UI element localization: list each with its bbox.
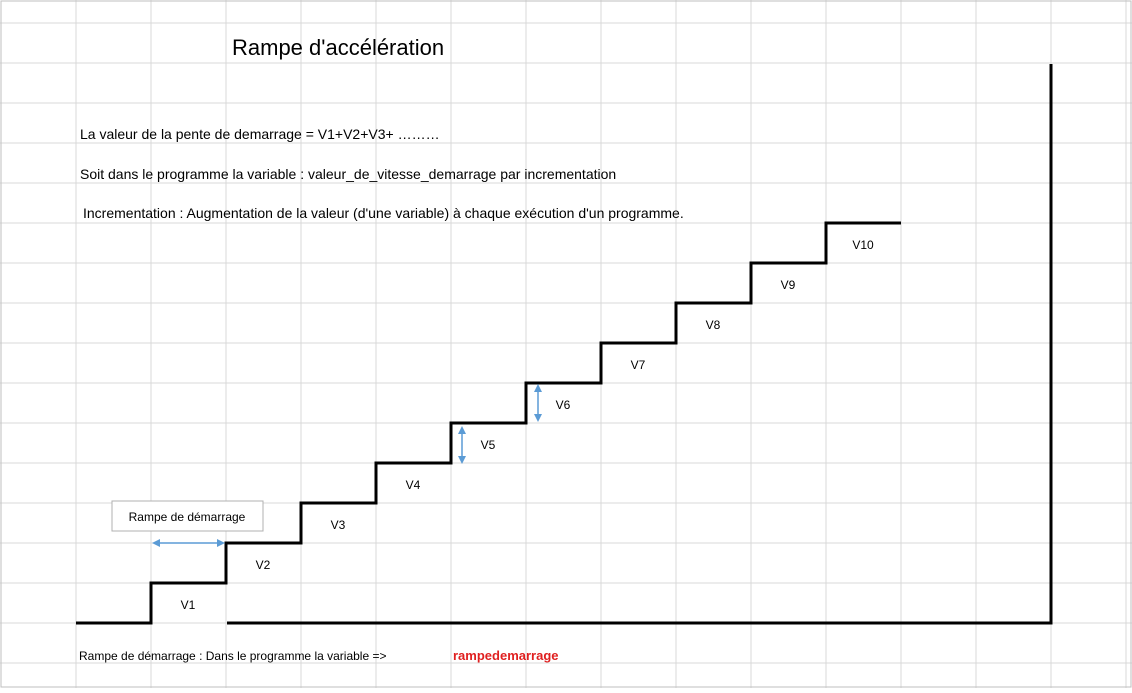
step-label-v5: V5 bbox=[481, 438, 496, 452]
step-label-v6: V6 bbox=[556, 398, 571, 412]
step-labels: V1 V2 V3 V4 V5 V6 V7 V8 V9 V10 bbox=[181, 238, 874, 612]
step-label-v7: V7 bbox=[631, 358, 646, 372]
footer-label: Rampe de démarrage : Dans le programme l… bbox=[79, 649, 387, 663]
axis-line bbox=[227, 64, 1053, 625]
step-label-v2: V2 bbox=[256, 558, 271, 572]
ramp-box-label: Rampe de démarrage bbox=[129, 510, 246, 524]
step-label-v1: V1 bbox=[181, 598, 196, 612]
step-label-v4: V4 bbox=[406, 478, 421, 492]
diagram-title: Rampe d'accélération bbox=[232, 35, 444, 60]
step-label-v8: V8 bbox=[706, 318, 721, 332]
footer-variable: rampedemarrage bbox=[453, 648, 559, 663]
step-label-v9: V9 bbox=[781, 278, 796, 292]
text-line-slope: La valeur de la pente de demarrage = V1+… bbox=[80, 126, 440, 142]
text-line-variable: Soit dans le programme la variable : val… bbox=[80, 166, 616, 182]
staircase-line bbox=[76, 221, 901, 625]
text-line-incrementation: Incrementation : Augmentation de la vale… bbox=[83, 205, 684, 221]
ramp-box bbox=[111, 500, 264, 532]
step-label-v3: V3 bbox=[331, 518, 346, 532]
step-label-v10: V10 bbox=[852, 238, 874, 252]
